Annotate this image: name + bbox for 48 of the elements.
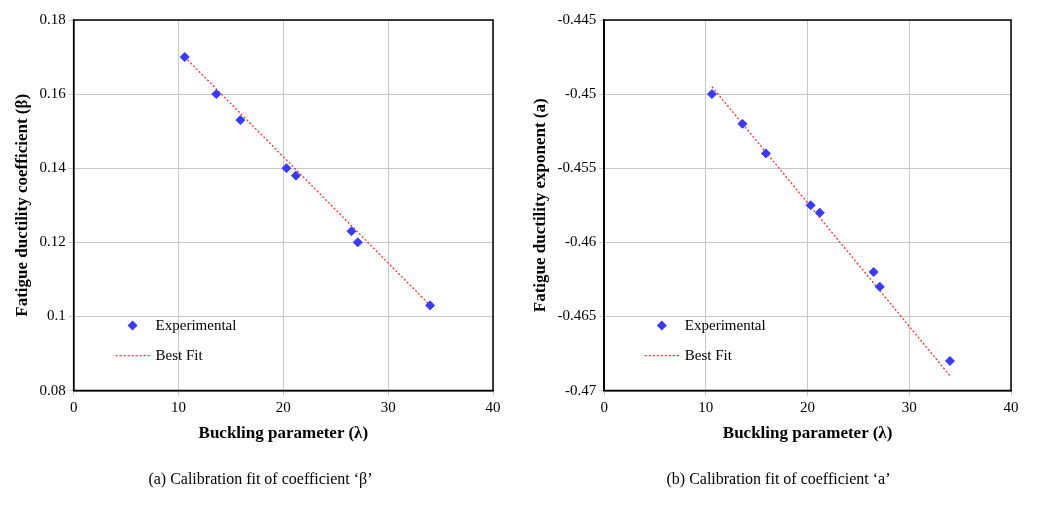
point [346,226,357,237]
y-tick-label: -0.465 [557,307,597,324]
point [874,281,885,292]
y-tick-label: -0.455 [557,159,597,176]
y-tick-label: -0.445 [557,10,597,27]
point [235,115,246,126]
point [352,237,363,248]
text: (b) Calibration fit of coefficient ‘a’ [665,470,892,488]
x-tick-label: 0 [69,398,78,415]
point [211,89,222,100]
point [290,170,301,181]
y-tick-label: 0.08 [39,381,66,398]
point [814,207,825,218]
point [760,148,771,159]
x-axis-title: Buckling parameter (λ) [722,423,893,443]
text: (a) Calibration fit of coefficient ‘β’ [147,470,374,488]
y-tick-label: -0.46 [564,233,597,250]
x-tick-label: 20 [800,398,816,415]
legend-label: Experimental [684,316,766,333]
y-tick-label: 0.1 [46,307,66,324]
legend-label: Best Fit [684,346,733,363]
x-tick-label: 0 [600,398,608,415]
legend-label: Experimental [155,316,237,333]
x-tick-label: 30 [901,398,917,415]
point [281,163,292,174]
point [425,300,436,311]
point [737,118,748,129]
y-tick-label: -0.45 [564,85,597,102]
x-tick-label: 40 [1003,398,1019,415]
point [805,200,816,211]
x-tick-label: 10 [698,398,714,415]
point [706,89,717,100]
point [179,52,190,63]
x-tick-label: 20 [275,398,291,415]
y-axis-title: Fatigue ductility coefficient (β) [11,93,31,317]
x-tick-label: 40 [485,398,501,415]
x-tick-label: 10 [170,398,186,415]
legend-label: Best Fit [155,346,204,363]
y-tick-label: 0.12 [39,233,66,250]
y-tick-label: -0.47 [564,381,597,398]
x-axis-title: Buckling parameter (λ) [198,423,369,443]
point [868,267,879,278]
y-tick-label: 0.14 [39,159,67,176]
y-axis-title: Fatigue ductility exponent (a) [529,98,549,313]
x-tick-label: 30 [380,398,396,415]
y-tick-label: 0.16 [39,85,67,102]
point [944,355,955,366]
y-tick-label: 0.18 [39,10,66,27]
